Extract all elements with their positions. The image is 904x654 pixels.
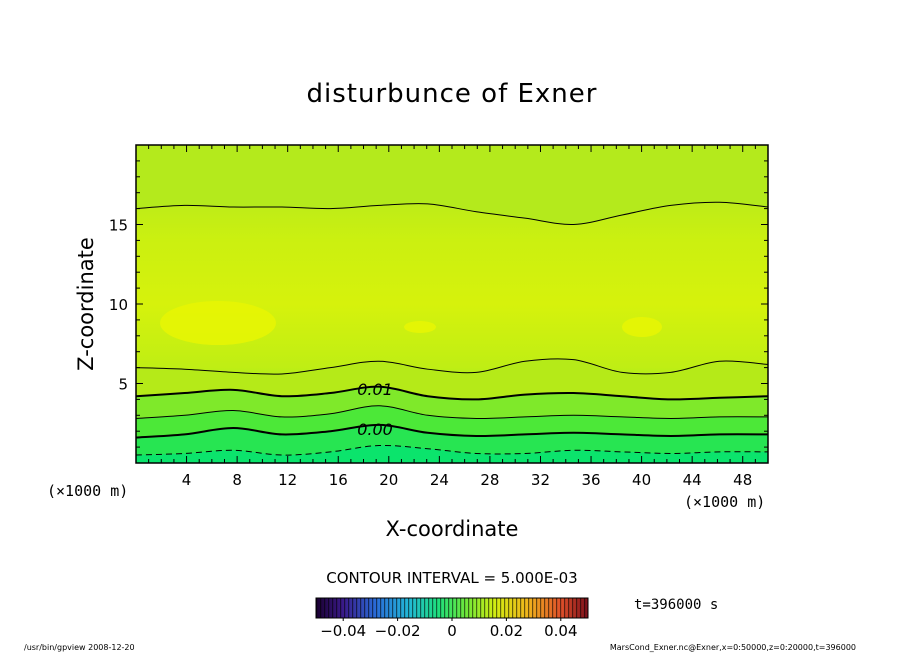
contour-labels: 0.01 0.00 bbox=[357, 380, 393, 439]
x-tick-label: 8 bbox=[232, 471, 242, 489]
y-tick-label: 5 bbox=[118, 376, 128, 394]
contour-lines bbox=[136, 201, 768, 456]
footer-left: /usr/bin/gpview 2008-12-20 bbox=[24, 643, 135, 652]
chart-title: disturbunce of Exner bbox=[307, 79, 598, 109]
y-tick-label: 15 bbox=[109, 217, 128, 235]
x-tick-label: 40 bbox=[632, 471, 651, 489]
x-tick-label: 32 bbox=[531, 471, 550, 489]
y-axis-ticks: 5 10 15 bbox=[109, 160, 768, 448]
x-tick-label: 4 bbox=[182, 471, 192, 489]
band-top bbox=[136, 145, 768, 225]
y-tick-label: 10 bbox=[109, 296, 128, 314]
x-tick-label: 20 bbox=[379, 471, 398, 489]
colorbar-tick-label: 0.02 bbox=[490, 622, 523, 640]
x-tick-label: 16 bbox=[329, 471, 348, 489]
x-tick-label: 24 bbox=[430, 471, 449, 489]
x-unit-left: (×1000 m) bbox=[47, 482, 128, 500]
time-label: t=396000 s bbox=[634, 597, 718, 613]
plot-field bbox=[136, 145, 768, 463]
x-unit-right: (×1000 m) bbox=[684, 493, 765, 511]
x-tick-label: 12 bbox=[278, 471, 297, 489]
contour-line-one bbox=[136, 385, 768, 401]
contour-line-top bbox=[136, 201, 768, 226]
x-tick-label: 44 bbox=[683, 471, 702, 489]
colorbar-tick-label: −0.04 bbox=[320, 622, 366, 640]
field-max-blob-1 bbox=[160, 301, 276, 345]
colorbar-stripes bbox=[316, 598, 588, 618]
footer-right: MarsCond_Exner.nc@Exner,x=0:50000,z=0:20… bbox=[610, 643, 856, 652]
contour-label-0: 0.01 bbox=[357, 380, 393, 399]
band-dashed-low bbox=[136, 445, 768, 463]
colorbar-tick-label: 0.04 bbox=[544, 622, 577, 640]
colorbar-ticks: −0.04 −0.02 0 0.02 0.04 bbox=[320, 618, 578, 640]
y-axis-label: Z-coordinate bbox=[74, 237, 98, 371]
contour-line-pos-015 bbox=[136, 358, 768, 375]
x-tick-label: 36 bbox=[581, 471, 600, 489]
contour-line-pos-005 bbox=[136, 405, 768, 420]
contour-line-zero bbox=[136, 423, 768, 439]
x-axis-ticks: 4 8 12 16 20 24 28 32 36 40 44 48 bbox=[148, 145, 756, 489]
contour-line-dashed-low bbox=[136, 444, 768, 456]
field-max-blob-3 bbox=[622, 317, 662, 337]
contour-fill-bands bbox=[136, 145, 768, 463]
field-max-blob-2 bbox=[404, 321, 436, 333]
colorbar-tick-label: 0 bbox=[447, 622, 457, 640]
x-tick-label: 28 bbox=[480, 471, 499, 489]
colorbar: −0.04 −0.02 0 0.02 0.04 bbox=[315, 597, 589, 640]
contour-interval: CONTOUR INTERVAL = 5.000E-03 bbox=[326, 569, 577, 587]
colorbar-tick-label: −0.02 bbox=[375, 622, 421, 640]
x-tick-label: 48 bbox=[733, 471, 752, 489]
contour-label-1: 0.00 bbox=[357, 420, 393, 439]
x-axis-label: X-coordinate bbox=[386, 517, 519, 541]
